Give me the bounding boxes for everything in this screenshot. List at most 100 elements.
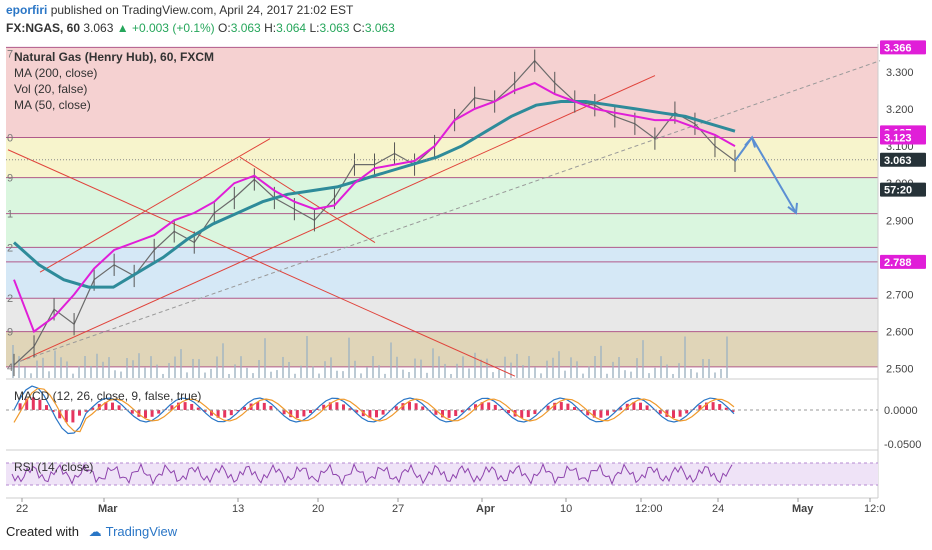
- price-badge: [880, 254, 926, 269]
- volume-bar: [408, 372, 410, 378]
- close-label: C:: [352, 21, 365, 35]
- macd-histogram-bar: [586, 410, 590, 416]
- price-tick-label: 2.700: [886, 290, 914, 302]
- volume-bar: [654, 367, 656, 378]
- macd-histogram-bar: [672, 410, 675, 418]
- volume-bar: [510, 362, 512, 378]
- volume-bar: [474, 352, 476, 378]
- fib-level-label: 7: [7, 48, 13, 60]
- price-tick-label: 2.900: [886, 215, 914, 227]
- macd-histogram-bar: [381, 410, 385, 415]
- fib-zone: [6, 213, 878, 248]
- volume-bar: [48, 371, 50, 378]
- volume-bar: [384, 373, 386, 378]
- trend-dashed-line: [19, 60, 881, 362]
- legend-rsi[interactable]: RSI (14, close): [14, 460, 94, 474]
- volume-bar: [606, 373, 608, 378]
- tradingview-link[interactable]: TradingView: [105, 524, 178, 539]
- macd-histogram-bar: [25, 398, 29, 410]
- macd-tick-label: 0.0000: [884, 405, 918, 417]
- legend-macd[interactable]: MACD (12, 26, close, 9, false, true): [14, 389, 202, 403]
- macd-histogram-bar: [282, 410, 286, 415]
- macd-histogram-bar: [243, 406, 246, 410]
- volume-bar: [336, 370, 338, 378]
- volume-bar: [72, 373, 74, 378]
- macd-histogram-bar: [408, 402, 411, 410]
- macd-histogram-bar: [302, 410, 306, 417]
- volume-bar: [696, 372, 698, 378]
- macd-histogram-bar: [467, 408, 471, 410]
- volume-bar: [462, 356, 464, 378]
- macd-histogram-bar: [355, 410, 359, 413]
- volume-bar: [108, 357, 110, 378]
- volume-bar: [150, 356, 152, 378]
- legend-volume[interactable]: Vol (20, false): [14, 82, 88, 96]
- volume-bar: [468, 368, 470, 378]
- volume-bar: [258, 360, 260, 378]
- volume-bar: [642, 340, 644, 378]
- author-link[interactable]: eporfiri: [6, 3, 48, 17]
- macd-histogram-bar: [295, 410, 299, 418]
- price-tick-label: 3.300: [886, 67, 914, 79]
- volume-bar: [522, 365, 524, 378]
- volume-bar: [222, 343, 224, 378]
- volume-bar: [498, 369, 500, 378]
- close-value: 3.063: [364, 21, 395, 35]
- channel-line: [239, 156, 376, 243]
- macd-histogram-bar: [434, 410, 438, 415]
- macd-histogram-bar: [454, 410, 458, 417]
- fib-level-label: 2: [7, 293, 13, 305]
- macd-histogram-bar: [559, 402, 563, 410]
- volume-bar: [198, 359, 200, 378]
- macd-histogram-bar: [394, 406, 398, 410]
- channel-line: [39, 138, 271, 273]
- macd-histogram-bar: [236, 410, 240, 412]
- macd-histogram-bar: [104, 402, 108, 410]
- volume-bar: [540, 373, 542, 378]
- macd-histogram-bar: [632, 402, 636, 410]
- instrument-title: Natural Gas (Henry Hub), 60, FXCM: [14, 50, 215, 64]
- macd-histogram-bar: [210, 410, 213, 416]
- macd-histogram-bar: [183, 402, 187, 410]
- volume-bar: [240, 356, 242, 378]
- fib-zone: [6, 177, 878, 214]
- volume-bar: [30, 373, 32, 378]
- macd-histogram-bar: [718, 404, 722, 410]
- macd-histogram-bar: [421, 406, 425, 410]
- macd-histogram-bar: [619, 407, 623, 410]
- low-label: L:: [309, 21, 320, 35]
- macd-histogram-bar: [262, 402, 266, 410]
- open-value: 3.063: [230, 21, 261, 35]
- volume-bar: [516, 353, 518, 378]
- volume-bar: [36, 360, 38, 378]
- time-tick-label: 12:0: [864, 503, 885, 515]
- volume-bar: [78, 366, 80, 378]
- volume-bar: [432, 348, 434, 378]
- time-tick-label: Mar: [98, 503, 118, 515]
- volume-bar: [582, 373, 584, 378]
- macd-histogram-bar: [117, 405, 121, 410]
- volume-bar: [204, 372, 206, 378]
- volume-bar: [564, 370, 566, 378]
- ma50-line: [13, 81, 736, 334]
- macd-histogram-bar: [71, 410, 75, 423]
- macd-histogram-bar: [269, 405, 273, 410]
- fib-level-label: 9: [7, 327, 13, 339]
- price-badge-label: 2.788: [884, 257, 912, 269]
- tradingview-logo-icon[interactable]: ☁: [88, 524, 102, 539]
- volume-bar: [114, 370, 116, 378]
- high-label: H:: [264, 21, 277, 35]
- legend-ma200[interactable]: MA (200, close): [14, 66, 98, 80]
- macd-histogram-bar: [45, 405, 48, 410]
- volume-bar: [282, 356, 284, 378]
- legend-ma50[interactable]: MA (50, close): [14, 98, 91, 112]
- volume-bar: [288, 362, 290, 378]
- volume-bar: [672, 373, 674, 378]
- macd-histogram-bar: [289, 410, 293, 418]
- price-change: ▲ +0.003 (+0.1%): [116, 21, 215, 35]
- volume-bar: [318, 373, 320, 378]
- macd-histogram-bar: [111, 402, 114, 410]
- macd-histogram-bar: [328, 402, 332, 410]
- volume-bar: [228, 373, 230, 378]
